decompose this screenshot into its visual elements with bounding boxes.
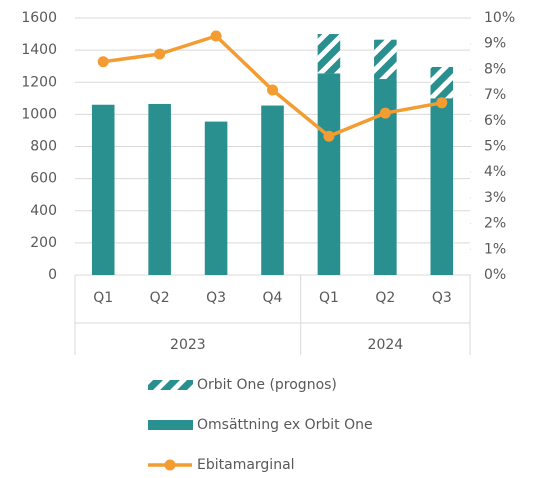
line-marker [323,130,335,142]
y2-tick-label: 5% [484,139,506,155]
group-label: 2023 [170,337,206,353]
y2-tick-label: 4% [484,164,506,180]
bar [374,79,397,275]
x-tick-label: Q1 [319,290,339,306]
y2-tick-label: 3% [484,190,506,206]
bar [204,121,228,276]
y-tick-label: 1400 [21,42,57,58]
y-tick-label: 1200 [21,74,57,90]
x-tick-label: Q3 [206,290,226,306]
line-marker [97,56,109,68]
line-marker [379,107,391,119]
y2-tick-label: 6% [484,113,506,129]
legend-marker [164,459,176,471]
line-marker [210,30,222,42]
y2-tick-label: 7% [484,87,506,103]
legend-swatch [148,380,193,390]
y-tick-label: 0 [48,267,57,283]
y2-tick-label: 1% [484,241,506,257]
y2-tick-label: 10% [484,10,515,26]
bar [91,104,115,275]
x-tick-label: Q3 [432,290,452,306]
bar-segment-forecast [430,66,454,99]
y2-tick-label: 2% [484,216,506,232]
x-tick-label: Q4 [263,290,283,306]
bar [317,73,341,276]
y-tick-label: 400 [30,203,57,219]
line-marker [436,97,448,109]
x-tick-label: Q2 [150,290,170,306]
bar [148,103,171,275]
legend-label: Ebitamarginal [197,457,295,473]
y2-tick-label: 0% [484,267,506,283]
legend-label: Orbit One (prognos) [197,377,337,393]
group-label: 2024 [368,337,404,353]
y-tick-label: 1600 [21,10,57,26]
y2-tick-label: 8% [484,61,506,77]
bar [261,105,284,276]
y-tick-label: 1000 [21,106,57,122]
bar-segment-forecast [374,39,397,80]
line-marker [267,84,278,96]
legend-label: Omsättning ex Orbit One [197,417,373,433]
y-tick-label: 600 [30,171,57,187]
legend-swatch [148,420,193,430]
x-tick-label: Q2 [375,290,395,306]
y2-tick-label: 9% [484,36,506,52]
bar-segment-forecast [317,34,341,74]
y-tick-label: 200 [30,235,57,251]
y-tick-label: 800 [30,139,57,155]
x-tick-label: Q1 [93,290,113,306]
bar [430,98,454,275]
line-marker [154,48,166,60]
